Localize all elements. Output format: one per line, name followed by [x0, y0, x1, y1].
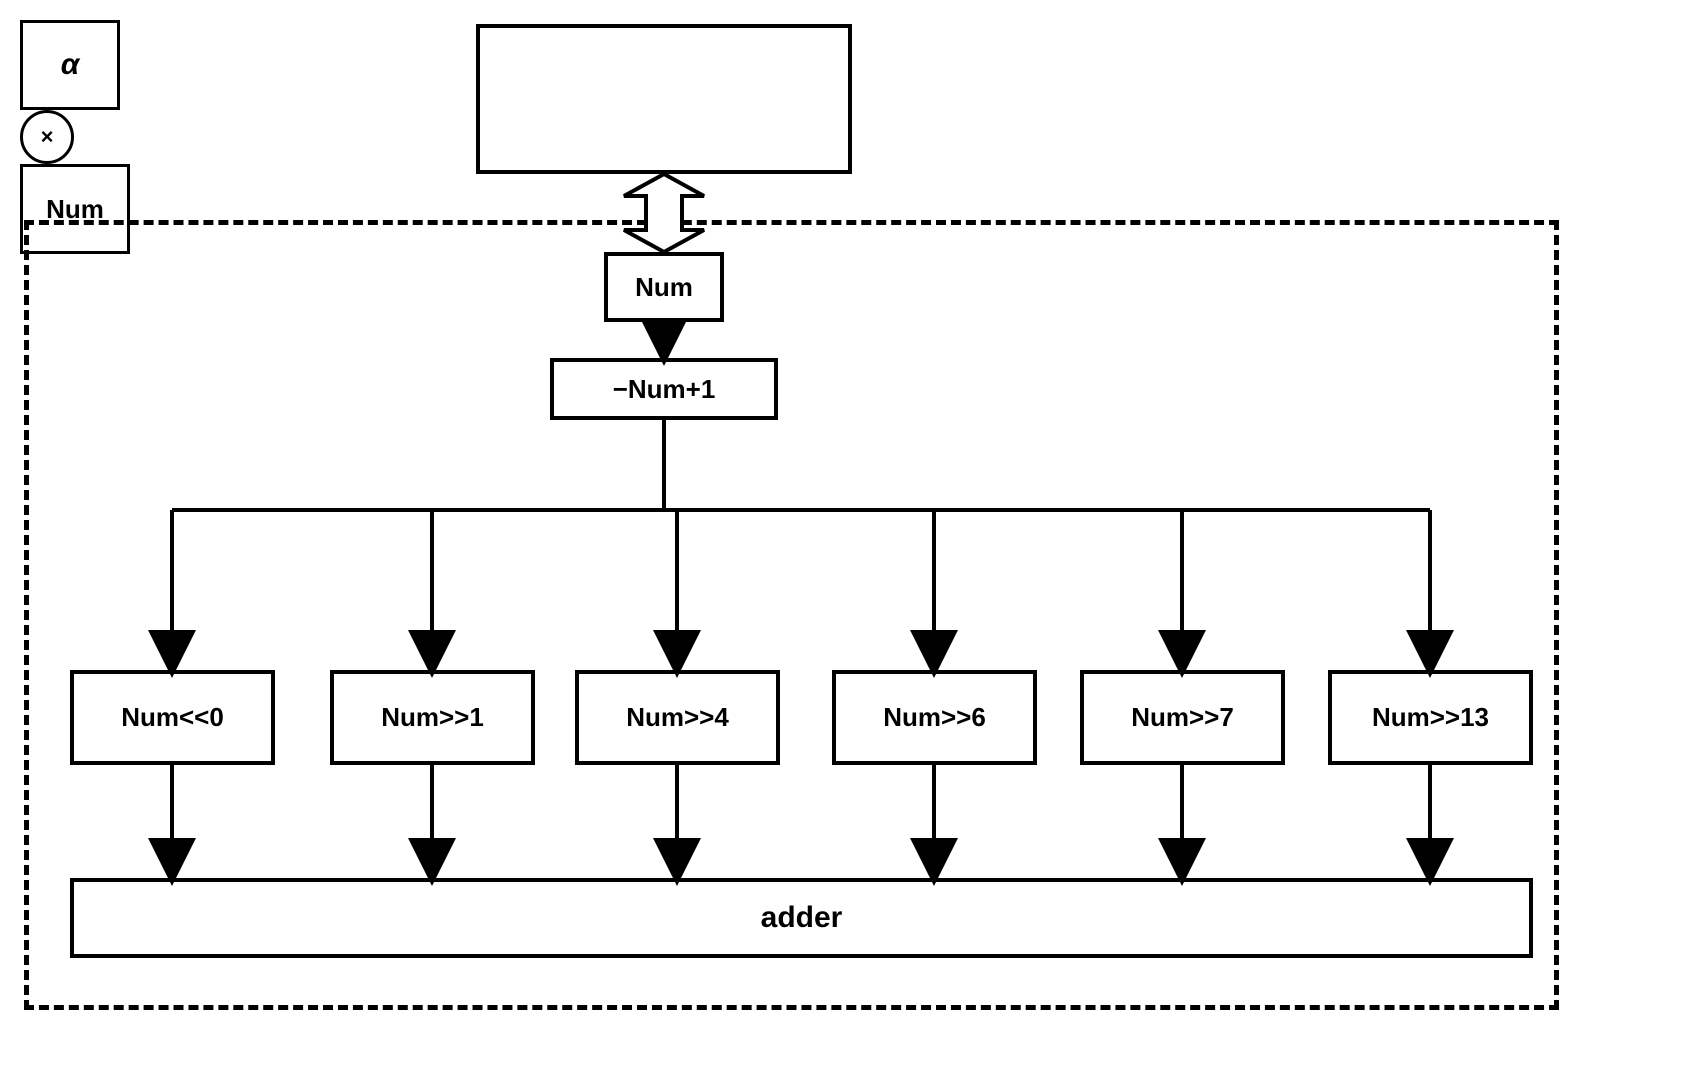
shift-label-1: Num>>1 [381, 702, 484, 733]
adder-label: adder [761, 901, 843, 935]
shift-label-4: Num>>7 [1131, 702, 1234, 733]
shift-box-4: Num>>7 [1080, 670, 1285, 765]
shift-box-1: Num>>1 [330, 670, 535, 765]
shift-box-5: Num>>13 [1328, 670, 1533, 765]
shift-box-0: Num<<0 [70, 670, 275, 765]
alpha-box: α [20, 20, 120, 110]
shift-label-5: Num>>13 [1372, 702, 1489, 733]
shift-label-0: Num<<0 [121, 702, 224, 733]
top-group-box [476, 24, 852, 174]
shift-label-3: Num>>6 [883, 702, 986, 733]
mid-num-box: Num [604, 252, 724, 322]
alpha-label: α [61, 48, 80, 82]
neg-num-label: −Num+1 [613, 374, 716, 405]
multiply-circle: × [20, 110, 74, 164]
shift-box-3: Num>>6 [832, 670, 1037, 765]
diagram-canvas: α × Num Num −Num+1 Num<<0 Num>>1 Num>>4 … [20, 20, 1693, 1050]
mid-num-label: Num [635, 272, 693, 303]
neg-num-box: −Num+1 [550, 358, 778, 420]
adder-box: adder [70, 878, 1533, 958]
shift-box-2: Num>>4 [575, 670, 780, 765]
multiply-label: × [41, 124, 54, 150]
shift-label-2: Num>>4 [626, 702, 729, 733]
